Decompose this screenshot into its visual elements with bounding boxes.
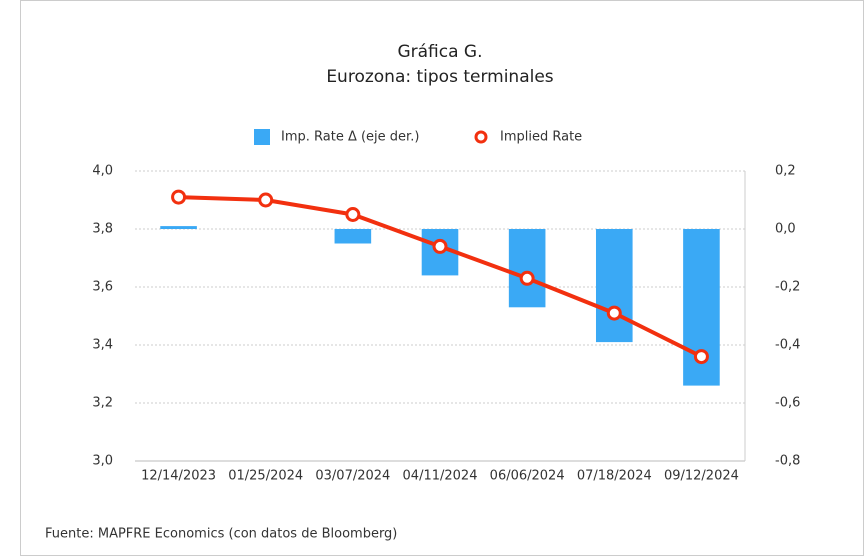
y-tick-label: 3,0 (92, 454, 113, 469)
y2-tick-label: -0,4 (775, 338, 800, 353)
x-tick-label: 04/11/2024 (403, 469, 478, 484)
x-tick-label: 06/06/2024 (490, 469, 565, 484)
legend-swatch (474, 130, 488, 144)
bar (595, 229, 633, 343)
line-marker (519, 270, 535, 286)
line-marker (171, 189, 187, 205)
x-tick-label: 01/25/2024 (228, 469, 303, 484)
y-tick-label: 4,0 (92, 164, 113, 179)
bar (508, 229, 546, 308)
line-marker (345, 207, 361, 222)
legend-swatch (254, 129, 270, 145)
y-tick-label: 3,2 (92, 396, 113, 411)
legend-label: Imp. Rate Δ (eje der.) (281, 130, 419, 145)
line-marker (693, 349, 709, 365)
line-marker (606, 305, 622, 321)
chart-subtitle: Eurozona: tipos terminales (326, 67, 553, 87)
y-tick-label: 3,8 (92, 222, 113, 237)
legend-label: Implied Rate (500, 130, 582, 145)
bar (334, 229, 372, 244)
y-tick-label: 3,4 (92, 338, 113, 353)
x-tick-label: 12/14/2023 (141, 469, 216, 484)
y-tick-label: 3,6 (92, 280, 113, 295)
line-marker (432, 238, 448, 254)
x-tick-label: 03/07/2024 (315, 469, 390, 484)
x-tick-label: 09/12/2024 (664, 469, 739, 484)
y2-tick-label: -0,2 (775, 280, 800, 295)
chart-title: Gráfica G. (397, 42, 482, 62)
y2-tick-label: -0,8 (775, 454, 800, 469)
frame (20, 0, 864, 556)
line-marker (258, 192, 274, 208)
source: Fuente: MAPFRE Economics (con datos de B… (45, 527, 397, 542)
x-tick-label: 07/18/2024 (577, 469, 652, 484)
y2-tick-label: 0,2 (775, 164, 796, 179)
y2-tick-label: -0,6 (775, 396, 800, 411)
y2-tick-label: 0,0 (775, 222, 796, 237)
bar (160, 226, 197, 229)
